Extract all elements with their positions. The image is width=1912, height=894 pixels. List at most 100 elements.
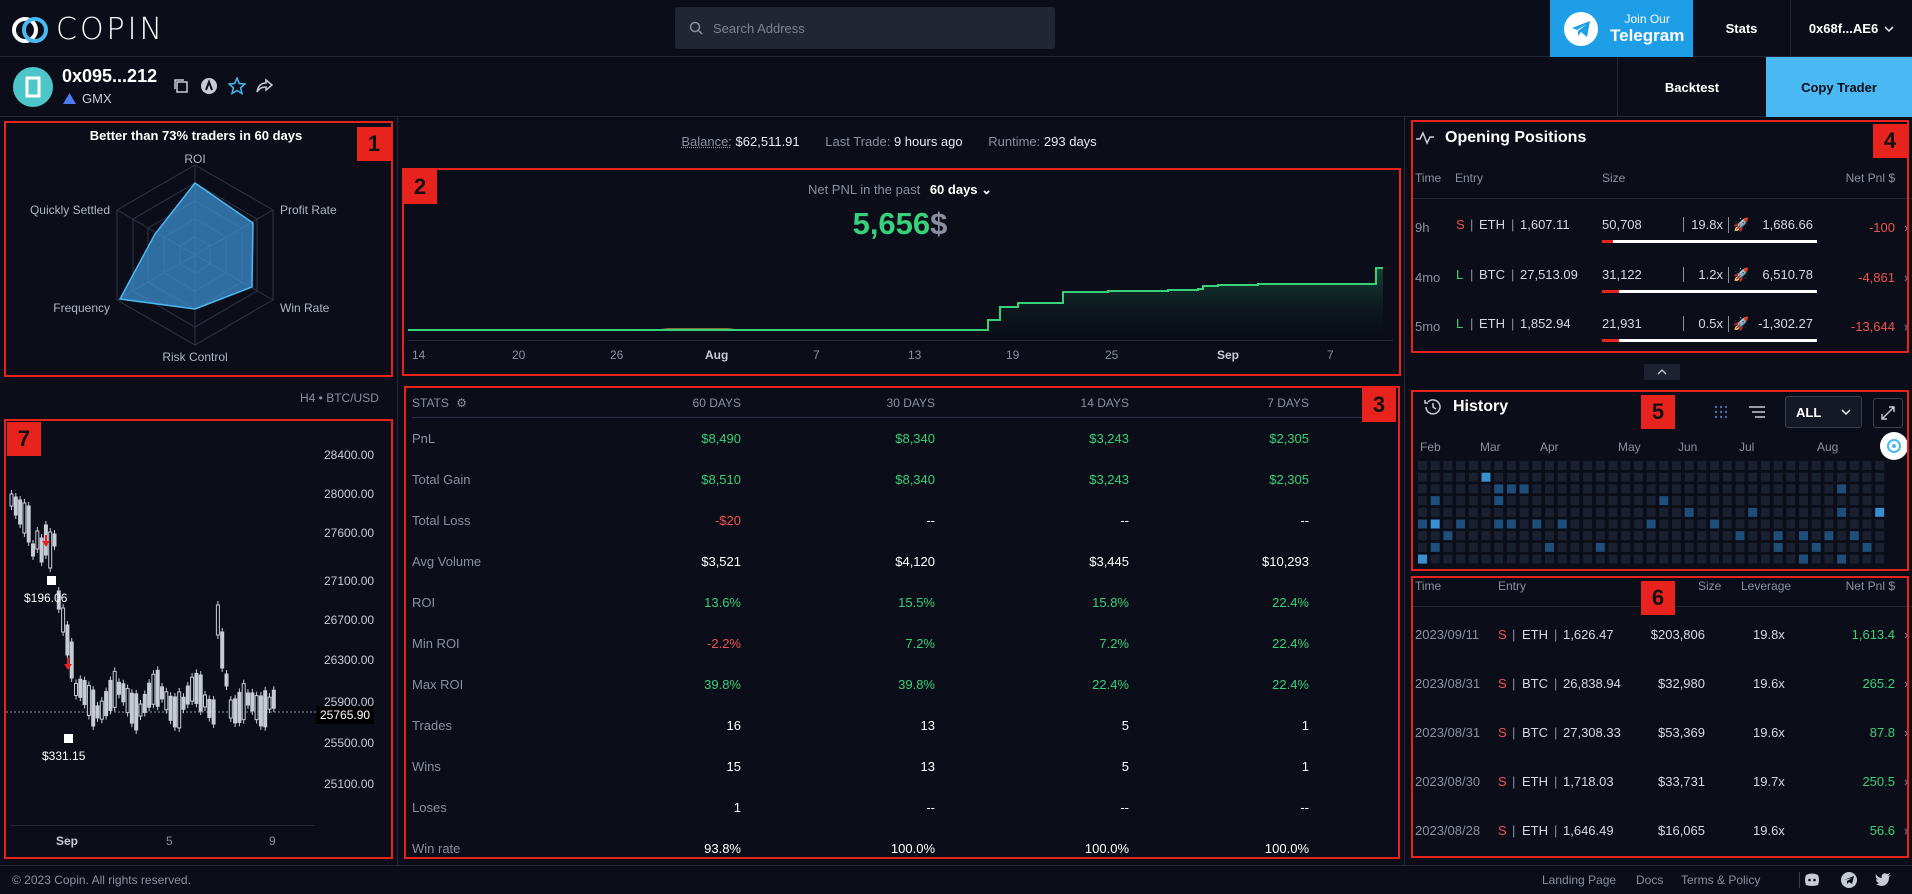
favorite-star-icon[interactable] xyxy=(228,77,246,95)
history-date: 2023/08/30 xyxy=(1415,774,1481,789)
heatmap-cell xyxy=(1621,554,1631,564)
stats-row-label: Loses xyxy=(412,800,447,815)
arbitrum-explorer-icon[interactable] xyxy=(200,77,218,95)
history-row[interactable]: 2023/08/30 S | ETH | 1,718.03 $33,731 19.7x 250.… xyxy=(1415,774,1909,789)
heatmap-cell xyxy=(1862,484,1872,494)
trade-arrow-icon xyxy=(64,658,72,670)
telegram-footer-icon[interactable] xyxy=(1841,872,1857,891)
stats-row: ROI 13.6% 15.5% 15.8% 22.4% xyxy=(412,582,1387,623)
discord-icon[interactable] xyxy=(1804,873,1820,890)
share-icon[interactable] xyxy=(256,77,274,95)
heatmap-cell xyxy=(1570,519,1580,529)
heatmap-cell xyxy=(1849,507,1859,517)
heatmap-cell xyxy=(1799,472,1808,482)
history-row[interactable]: 2023/08/28 S | ETH | 1,646.49 $16,065 19.6x 56.6… xyxy=(1415,823,1909,838)
heatmap-cell xyxy=(1824,472,1834,482)
heatmap-cell xyxy=(1773,484,1783,494)
heatmap-cell xyxy=(1557,542,1567,552)
heatmap-cell xyxy=(1519,507,1529,517)
expand-icon[interactable] xyxy=(1873,398,1903,428)
telegram-join-button[interactable]: Join Our Telegram xyxy=(1550,0,1693,57)
candle-y-tick: 27600.00 xyxy=(324,526,375,540)
heatmap-cell xyxy=(1519,484,1529,494)
heatmap-cell xyxy=(1506,554,1516,564)
search-icon xyxy=(689,21,703,35)
heatmap-cell xyxy=(1494,507,1504,517)
heatmap-cell xyxy=(1684,507,1694,517)
heatmap-cell xyxy=(1633,461,1643,470)
history-title: History xyxy=(1423,397,1508,417)
heatmap-cell xyxy=(1418,519,1427,529)
heatmap-cell xyxy=(1583,531,1593,541)
heatmap-cell xyxy=(1799,531,1808,541)
position-row[interactable]: 5mo L | ETH | 1,852.94 21,931 0.5x 🚀 -1,302.27 -13… xyxy=(1415,306,1912,350)
heatmap-cell xyxy=(1494,472,1504,482)
heatmap-cell xyxy=(1684,484,1694,494)
filter-icon[interactable] xyxy=(1748,404,1766,423)
stats-nav-link[interactable]: Stats xyxy=(1693,0,1791,57)
trade-arrow-icon xyxy=(42,535,50,547)
history-row[interactable]: 2023/09/11 S | ETH | 1,626.47 $203,806 19.8x 1,6… xyxy=(1415,627,1909,642)
history-filter-select[interactable]: ALL xyxy=(1785,396,1862,428)
heatmap-cell xyxy=(1824,461,1834,470)
heatmap-cell xyxy=(1468,461,1478,470)
heatmap-cell xyxy=(1811,496,1821,506)
stats-cell: 5 xyxy=(1121,718,1129,733)
heatmap-cell xyxy=(1875,496,1885,506)
settings-gear-icon[interactable]: ⚙ xyxy=(456,395,467,410)
pnl-period-select[interactable]: 60 days ⌄ xyxy=(929,182,993,197)
heatmap-cell xyxy=(1786,461,1796,470)
stats-cell: 15 xyxy=(726,759,741,774)
heatmap-cell xyxy=(1760,484,1770,494)
heatmap-cell xyxy=(1506,542,1516,552)
heatmap-cell xyxy=(1494,484,1504,494)
wallet-menu[interactable]: 0x68f...AE6 xyxy=(1791,0,1912,57)
heatmap-cell xyxy=(1468,472,1478,482)
copin-logo[interactable]: COPIN xyxy=(12,12,165,47)
position-row[interactable]: 9h S | ETH | 1,607.11 50,708 19.8x 🚀 1,686.66 -100… xyxy=(1415,207,1912,251)
heatmap-cell xyxy=(1773,472,1783,482)
heatmap-view-icon[interactable] xyxy=(1713,404,1729,423)
stats-cell: 100.0% xyxy=(890,841,935,856)
heatmap-cell xyxy=(1532,531,1542,541)
history-row[interactable]: 2023/08/31 S | BTC | 27,308.33 $53,369 19.6x 87.… xyxy=(1415,725,1909,740)
position-entry: 1,852.94 xyxy=(1520,316,1571,331)
heatmap-cell xyxy=(1659,484,1669,494)
footer-link-landing[interactable]: Landing Page xyxy=(1542,873,1617,887)
current-price-label: 25765.90 xyxy=(316,706,375,724)
history-header-time: Time xyxy=(1415,579,1442,593)
trade-activity-heatmap xyxy=(1418,461,1885,564)
heatmap-cell xyxy=(1633,484,1643,494)
footer-link-docs[interactable]: Docs xyxy=(1636,873,1664,887)
history-header-leverage: Leverage xyxy=(1741,579,1792,593)
copy-trader-button[interactable]: Copy Trader xyxy=(1766,57,1912,117)
position-time: 9h xyxy=(1415,220,1430,235)
history-row[interactable]: 2023/08/31 S | BTC | 26,838.94 $32,980 19.6x 265… xyxy=(1415,676,1909,691)
search-address-input[interactable]: Search Address xyxy=(675,7,1055,49)
candle-body xyxy=(211,699,216,725)
heatmap-cell xyxy=(1672,496,1681,506)
history-entry: 1,718.03 xyxy=(1563,774,1614,789)
stats-cell: 39.8% xyxy=(898,677,935,692)
heatmap-cell xyxy=(1760,554,1770,564)
twitter-icon[interactable] xyxy=(1875,873,1891,890)
footer-link-terms[interactable]: Terms & Policy xyxy=(1681,873,1761,887)
backtest-button[interactable]: Backtest xyxy=(1617,57,1766,117)
annotation-badge: 1 xyxy=(357,127,391,161)
heatmap-cell xyxy=(1418,542,1427,552)
heatmap-cell xyxy=(1545,484,1554,494)
heatmap-cell xyxy=(1532,461,1542,470)
position-row[interactable]: 4mo L | BTC | 27,513.09 31,122 1.2x 🚀 6,510.78 -4,… xyxy=(1415,257,1912,301)
heatmap-cell xyxy=(1583,496,1593,506)
heatmap-cell xyxy=(1722,484,1732,494)
heatmap-cell xyxy=(1646,484,1656,494)
performance-radar-chart: ROI Profit Rate Win Rate Risk Control Fr… xyxy=(30,152,337,364)
heatmap-cell xyxy=(1773,542,1783,552)
heatmap-cell xyxy=(1481,519,1491,529)
heatmap-cell xyxy=(1481,531,1491,541)
assistant-icon[interactable] xyxy=(1880,432,1908,460)
collapse-chevron-up-icon[interactable] xyxy=(1644,364,1680,380)
candle-chart[interactable] xyxy=(6,420,318,820)
trader-address: 0x095...212 xyxy=(62,66,158,86)
copy-icon[interactable] xyxy=(172,77,190,95)
